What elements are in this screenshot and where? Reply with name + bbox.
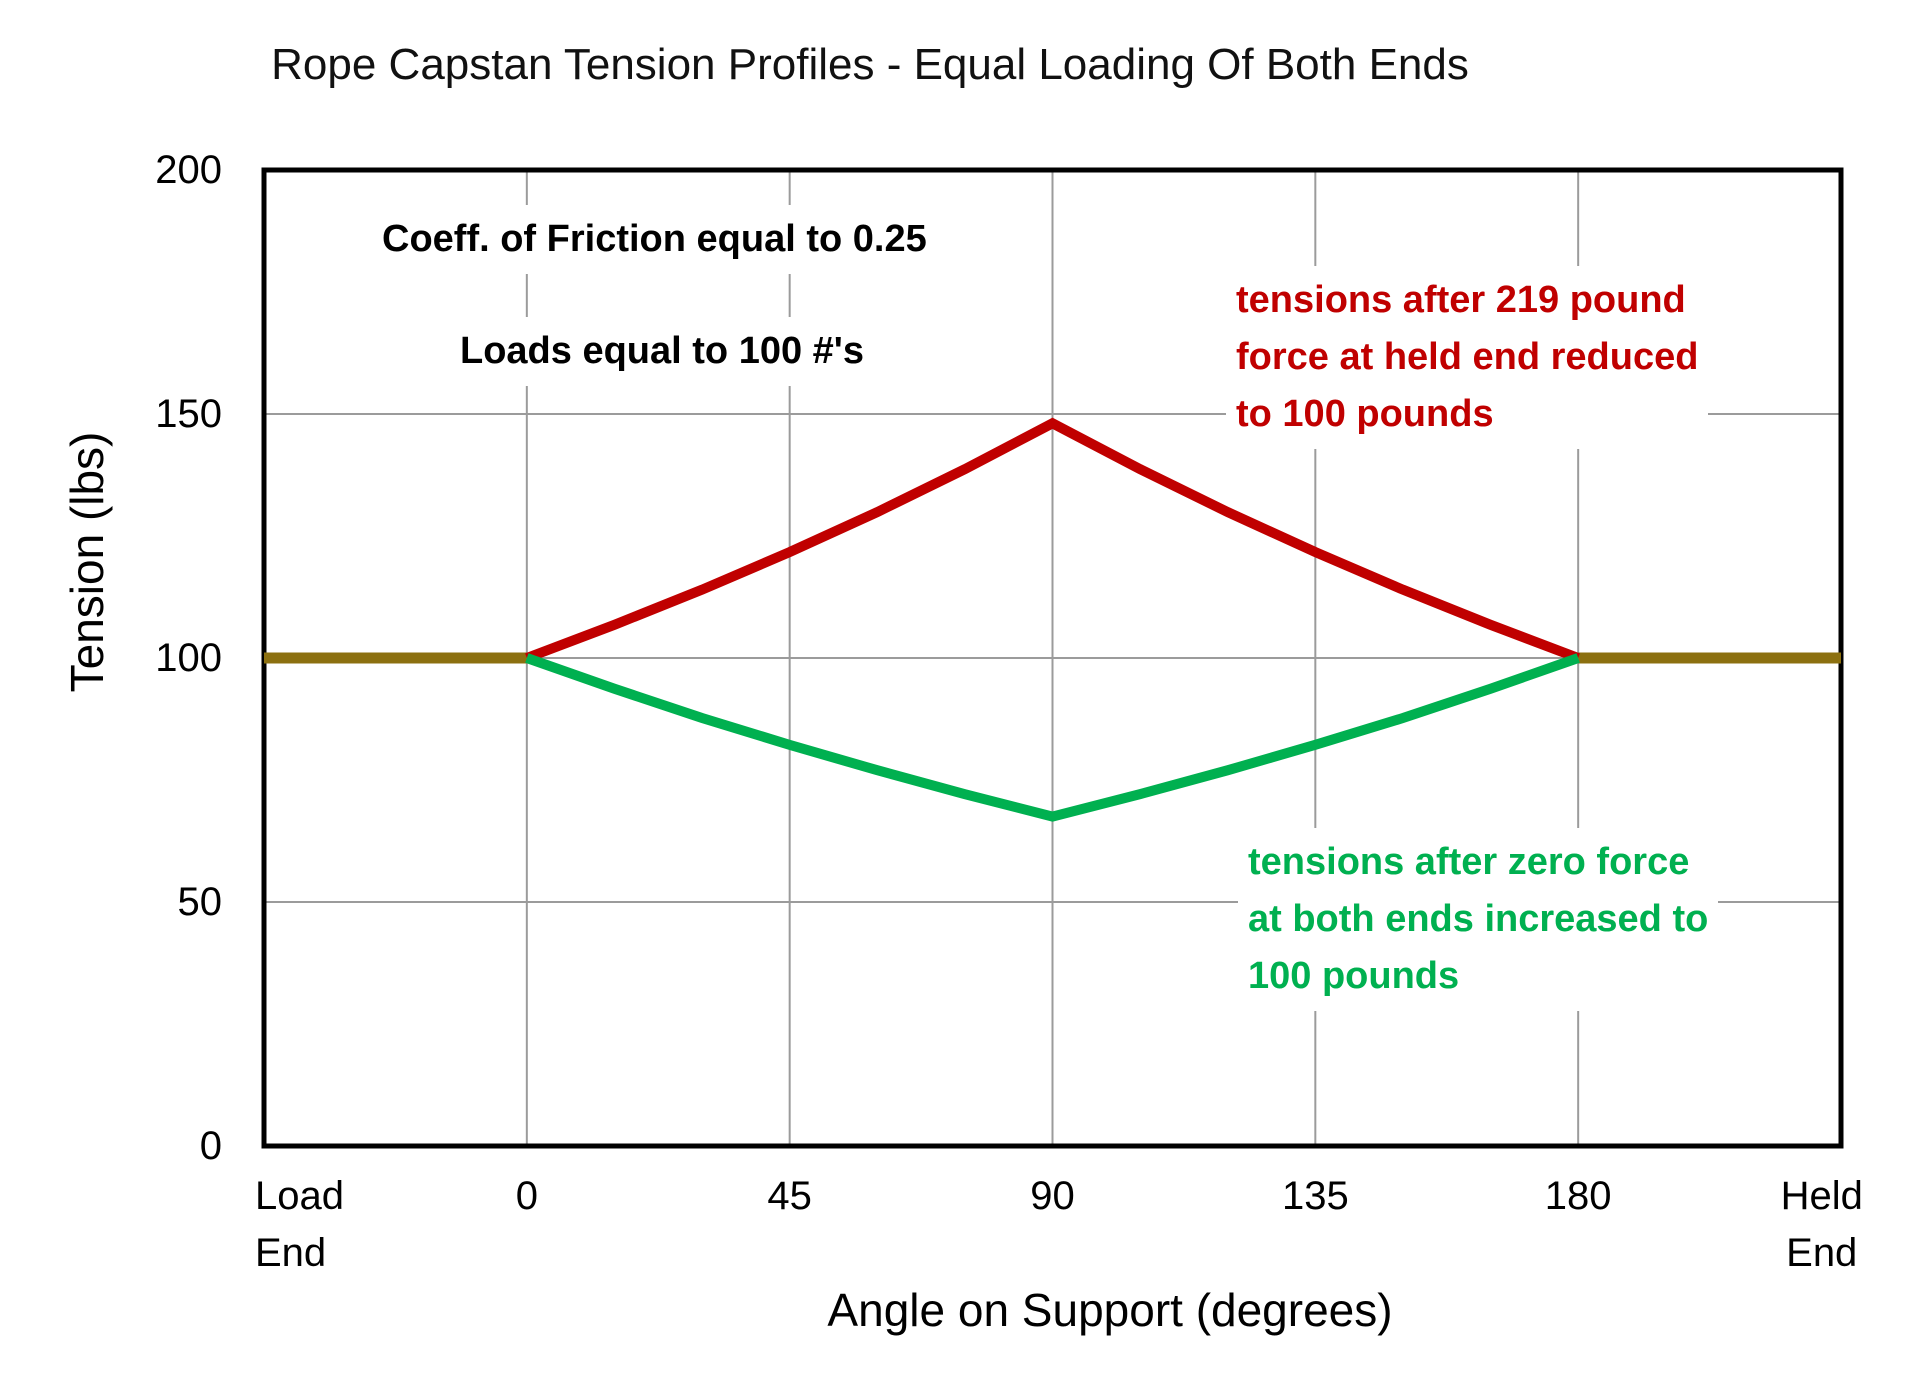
x-tick-label: 180: [1544, 1174, 1612, 1218]
y-tick-label: 0: [199, 1124, 222, 1168]
x-axis-title: Angle on Support (degrees): [827, 1284, 1393, 1336]
y-tick-label: 150: [155, 392, 222, 436]
x-tick-label: Load End: [254, 1174, 344, 1275]
x-tick-label: Held End: [1780, 1174, 1863, 1275]
x-tick-label: 45: [767, 1174, 812, 1218]
annotation-red-series: tensions after 219 pound force at held e…: [1226, 266, 1709, 449]
y-tick-label: 100: [155, 636, 222, 680]
annotation-loads: Loads equal to 100 #'s: [450, 317, 874, 386]
x-tick-label: 90: [1030, 1174, 1075, 1218]
annotation-friction-coefficient: Coeff. of Friction equal to 0.25: [372, 205, 937, 274]
y-tick-label: 200: [155, 148, 222, 192]
series-line-green: [525, 653, 1580, 822]
chart-title: Rope Capstan Tension Profiles - Equal Lo…: [271, 40, 1469, 89]
series-line-red: [525, 417, 1580, 663]
x-tick-label: 0: [515, 1174, 538, 1218]
annotation-green-series: tensions after zero force at both ends i…: [1238, 828, 1719, 1011]
y-tick-label: 50: [177, 880, 223, 924]
x-tick-label: 135: [1281, 1174, 1349, 1218]
